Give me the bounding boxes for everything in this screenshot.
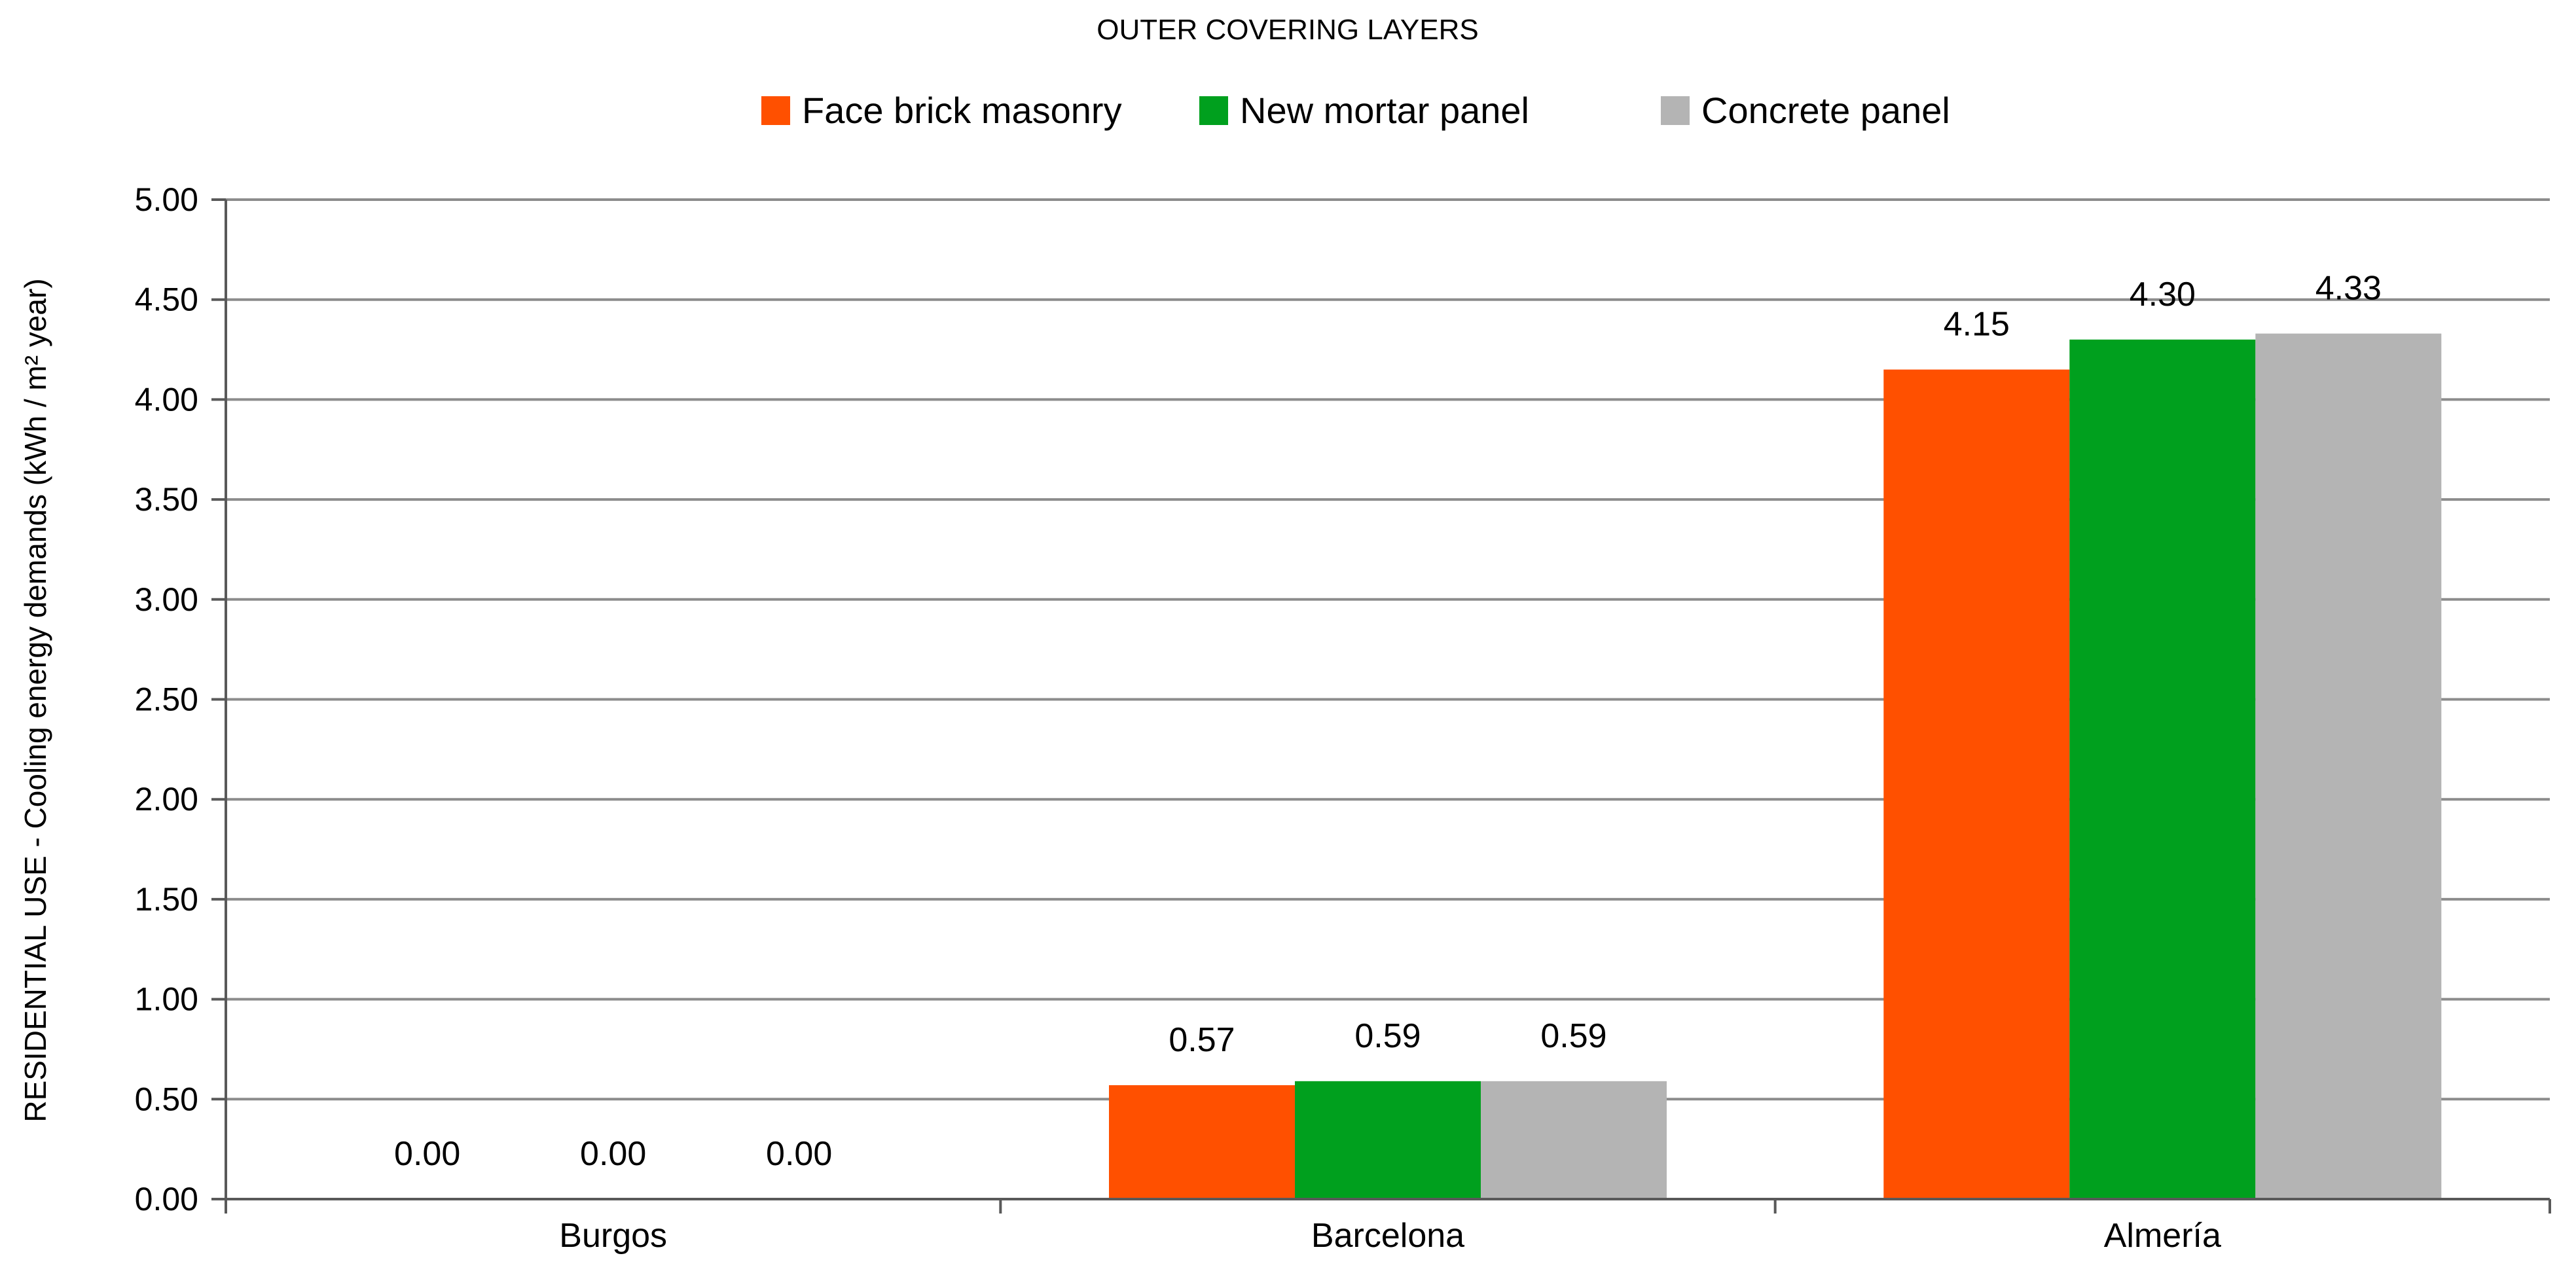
x-tick-label: Barcelona — [1311, 1217, 1464, 1255]
y-tick-label: 1.50 — [135, 881, 198, 918]
bar — [1109, 1085, 1295, 1199]
data-label: 0.00 — [394, 1135, 460, 1173]
data-label: 4.15 — [1944, 306, 2010, 344]
y-tick-label: 4.50 — [135, 281, 198, 318]
x-tick-label: Burgos — [559, 1217, 667, 1255]
x-axis: Burgos Barcelona Almería — [225, 200, 2551, 1255]
x-tick-label: Almería — [2104, 1217, 2221, 1255]
gridlines — [226, 198, 2550, 1101]
chart-title: OUTER COVERING LAYERS — [1097, 14, 1479, 46]
y-tick-label: 4.00 — [135, 381, 198, 418]
legend-swatch — [761, 96, 790, 125]
data-label: 0.00 — [580, 1135, 646, 1173]
legend-label: Face brick masonry — [802, 90, 1122, 131]
data-label: 4.33 — [2315, 270, 2382, 308]
data-label: 4.30 — [2130, 276, 2196, 314]
y-tick-label: 0.00 — [135, 1181, 198, 1217]
y-axis-label: RESIDENTIAL USE - Cooling energy demands… — [18, 278, 52, 1122]
data-label: 0.00 — [766, 1135, 832, 1173]
legend: Face brick masonry New mortar panel Concre… — [761, 90, 1950, 131]
bar — [1481, 1081, 1667, 1199]
bars — [1109, 333, 2442, 1199]
y-tick-label: 3.00 — [135, 581, 198, 618]
y-tick-label: 0.50 — [135, 1081, 198, 1117]
data-label: 0.59 — [1354, 1017, 1421, 1055]
legend-label: New mortar panel — [1240, 90, 1529, 131]
data-label: 0.57 — [1169, 1021, 1235, 1059]
bar — [2255, 333, 2442, 1199]
legend-swatch — [1661, 96, 1690, 125]
data-labels: 0.00 0.00 0.00 0.57 0.59 0.59 4.15 4.30 4.33 — [394, 270, 2382, 1173]
y-tick-label: 1.00 — [135, 981, 198, 1018]
bar — [1295, 1081, 1481, 1199]
y-tick-label: 2.50 — [135, 681, 198, 718]
y-axis-ticks: 0.00 0.50 1.00 1.50 2.00 2.50 3.00 3.50 4.00 4.50… — [135, 181, 226, 1217]
legend-label: Concrete panel — [1701, 90, 1950, 131]
y-tick-label: 5.00 — [135, 181, 198, 218]
legend-swatch — [1199, 96, 1228, 125]
bar — [2069, 339, 2256, 1199]
y-tick-label: 2.00 — [135, 781, 198, 818]
y-tick-label: 3.50 — [135, 481, 198, 518]
data-label: 0.59 — [1540, 1017, 1606, 1055]
bar — [1883, 369, 2070, 1199]
